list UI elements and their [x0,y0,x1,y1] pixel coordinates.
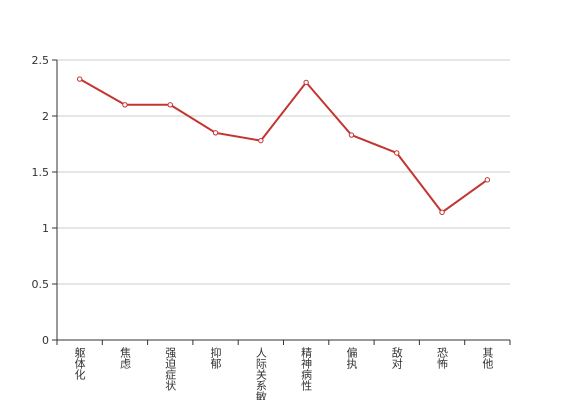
x-tick-label: 偏执 [345,346,358,370]
y-tick-label: 1 [42,222,49,235]
y-tick-label: 0 [42,334,49,347]
point [348,132,355,138]
point [484,177,491,183]
point [122,102,128,108]
x-tick-label: 抑郁 [209,346,222,369]
y-tick-label: 2 [42,110,49,123]
line [79,78,488,214]
point [439,209,445,216]
point [212,130,219,136]
y-tick-label: 0.5 [32,278,50,291]
y-tick-label: 1.5 [32,166,50,179]
point [394,150,400,156]
x-tick-label: 人际关系敏感 [254,347,267,400]
x-tick-label: 焦虑 [118,347,131,369]
x-tick-label: 其他 [481,347,494,369]
x-tick-label: 恐怖 [436,347,449,369]
point [303,79,309,86]
y-tick-label: 2.5 [32,54,50,67]
x-tick-label: 敌对 [390,346,403,369]
x-tick-label: 躯体化 [73,347,86,381]
point [258,137,264,144]
x-tick-label: 强迫症状 [164,347,177,391]
point [167,102,173,108]
x-tick-label: 精神病性 [300,347,313,392]
point [76,76,83,82]
